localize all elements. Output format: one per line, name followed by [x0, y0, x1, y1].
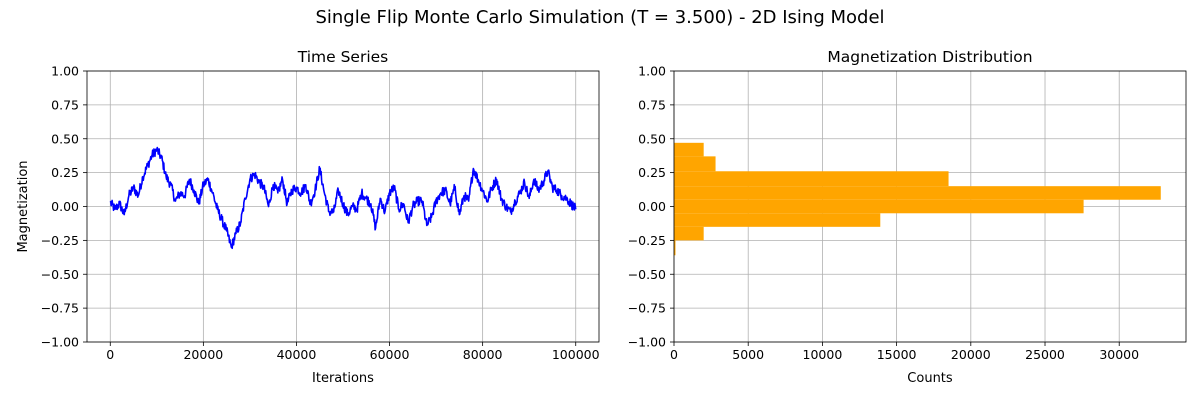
histogram-bar: [674, 226, 704, 241]
histogram-bar: [674, 240, 676, 256]
y-tick-label: −0.75: [41, 301, 79, 316]
x-tick-label: 0: [670, 347, 678, 362]
histogram-bar: [674, 171, 949, 187]
y-tick-label: 0.25: [51, 165, 79, 180]
histogram-bar: [674, 213, 881, 227]
histogram-bar: [674, 142, 704, 157]
x-tick-label: 10000: [803, 347, 843, 362]
y-tick-label: −0.50: [41, 267, 79, 282]
y-tick-label: 0.00: [51, 199, 79, 214]
y-tick-label: 0.25: [638, 165, 666, 180]
y-tick-label: 0.75: [51, 97, 79, 112]
y-tick-label: 0.50: [638, 131, 666, 146]
x-axis-label: Counts: [907, 371, 953, 386]
x-axis-label: Iterations: [312, 371, 374, 386]
x-tick-label: 25000: [1025, 347, 1065, 362]
histogram-bar: [674, 199, 1084, 214]
y-tick-label: 1.00: [638, 64, 666, 79]
y-tick-label: 1.00: [51, 64, 79, 79]
x-tick-label: 15000: [877, 347, 917, 362]
y-tick-label: −0.25: [628, 233, 666, 248]
x-tick-label: 80000: [463, 347, 503, 362]
chart-title: Magnetization Distribution: [827, 48, 1032, 66]
histogram-bar: [674, 186, 1161, 200]
histogram-bar: [674, 156, 716, 172]
y-tick-label: 0.75: [638, 97, 666, 112]
x-tick-label: 5000: [732, 347, 764, 362]
y-axis-label: Magnetization: [16, 160, 31, 252]
x-tick-label: 20000: [951, 347, 991, 362]
y-tick-label: 0.00: [638, 199, 666, 214]
y-tick-label: −1.00: [628, 335, 666, 350]
x-tick-label: 20000: [183, 347, 223, 362]
figure-suptitle: Single Flip Monte Carlo Simulation (T = …: [315, 7, 884, 28]
y-tick-label: −0.50: [628, 267, 666, 282]
y-tick-label: −0.75: [628, 301, 666, 316]
x-tick-label: 40000: [277, 347, 317, 362]
y-tick-label: −1.00: [41, 335, 79, 350]
x-tick-label: 30000: [1099, 347, 1139, 362]
magnetization-distribution-chart: 0 5000 10000 15000 20000 25000 30000 −1.00 −0.75…: [628, 48, 1187, 386]
y-tick-label: −0.25: [41, 233, 79, 248]
time-series-chart: 0 20000 40000 60000 80000 100000 −1.00 −0.75 −0.…: [16, 48, 600, 386]
chart-title: Time Series: [297, 48, 389, 66]
magnetization-series-line: [109, 146, 577, 250]
x-tick-label: 60000: [370, 347, 410, 362]
y-tick-label: 0.50: [51, 131, 79, 146]
x-tick-label: 0: [106, 347, 114, 362]
x-tick-label: 100000: [552, 347, 600, 362]
